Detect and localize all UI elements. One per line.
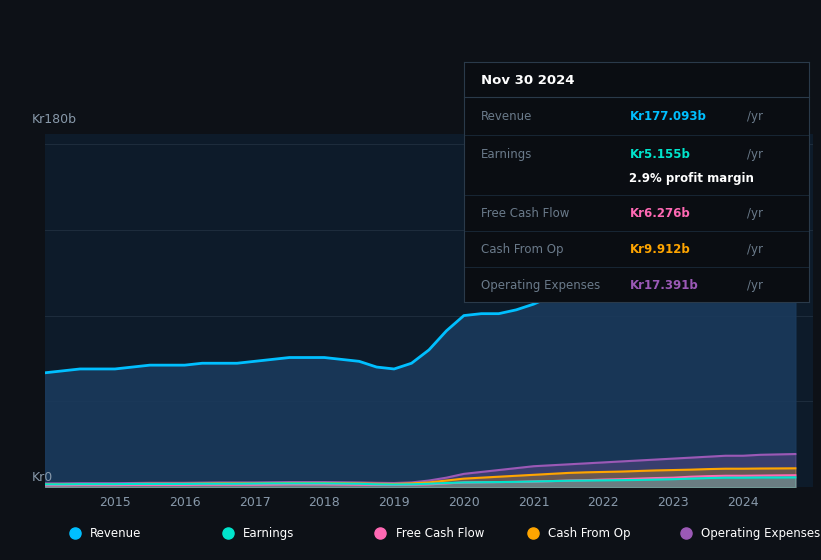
Text: 2.9% profit margin: 2.9% profit margin: [630, 172, 754, 185]
Text: Kr9.912b: Kr9.912b: [630, 243, 690, 256]
Text: Cash From Op: Cash From Op: [548, 527, 631, 540]
Text: /yr: /yr: [746, 207, 763, 220]
Text: Kr6.276b: Kr6.276b: [630, 207, 690, 220]
Text: /yr: /yr: [746, 243, 763, 256]
Text: /yr: /yr: [746, 279, 763, 292]
Text: Revenue: Revenue: [90, 527, 141, 540]
Text: Kr180b: Kr180b: [31, 113, 76, 126]
Text: /yr: /yr: [746, 110, 763, 124]
Text: Kr17.391b: Kr17.391b: [630, 279, 698, 292]
Text: Earnings: Earnings: [481, 148, 533, 161]
Text: Kr5.155b: Kr5.155b: [630, 148, 690, 161]
Text: Kr177.093b: Kr177.093b: [630, 110, 706, 124]
Text: /yr: /yr: [746, 148, 763, 161]
Text: Operating Expenses: Operating Expenses: [701, 527, 820, 540]
Text: Kr0: Kr0: [31, 470, 53, 484]
Text: Free Cash Flow: Free Cash Flow: [481, 207, 570, 220]
Text: Free Cash Flow: Free Cash Flow: [396, 527, 484, 540]
Text: Nov 30 2024: Nov 30 2024: [481, 74, 575, 87]
Text: Earnings: Earnings: [243, 527, 294, 540]
Text: Revenue: Revenue: [481, 110, 533, 124]
Text: Cash From Op: Cash From Op: [481, 243, 563, 256]
Text: Operating Expenses: Operating Expenses: [481, 279, 600, 292]
